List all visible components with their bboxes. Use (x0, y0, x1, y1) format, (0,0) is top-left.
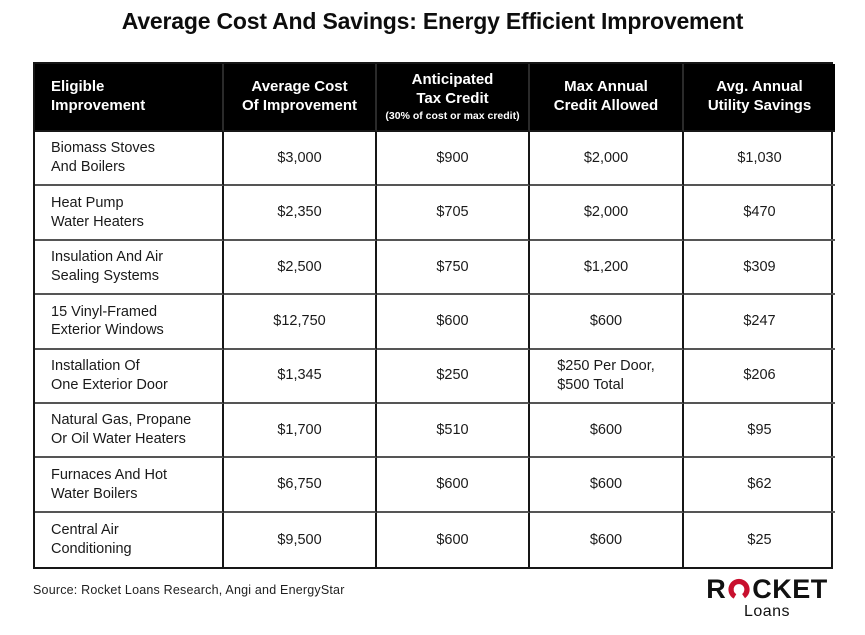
row-name-gas-propane-oil-heaters: Natural Gas, Propane Or Oil Water Heater… (35, 403, 224, 459)
column-header-max-annual-credit: Max Annual Credit Allowed (530, 64, 684, 132)
cell-tax-credit: $900 (377, 132, 530, 187)
logo-text-r: R (706, 574, 727, 604)
cell-max-credit: $2,000 (530, 186, 684, 241)
source-attribution: Source: Rocket Loans Research, Angi and … (33, 583, 345, 597)
column-header-eligible-improvement: Eligible Improvement (35, 64, 224, 132)
cell-cost: $9,500 (224, 512, 377, 568)
cell-utility-savings: $1,030 (684, 132, 835, 187)
cell-cost: $2,500 (224, 240, 377, 296)
column-header-average-cost: Average Cost Of Improvement (224, 64, 377, 132)
energy-improvements-table: Eligible Improvement Average Cost Of Imp… (33, 62, 835, 570)
cell-max-credit: $250 Per Door, $500 Total (530, 349, 684, 404)
cell-cost: $1,345 (224, 349, 377, 404)
cell-cost: $6,750 (224, 458, 377, 513)
row-name-vinyl-framed-windows: 15 Vinyl-Framed Exterior Windows (35, 295, 224, 350)
rocket-red-o-icon (728, 578, 750, 600)
row-name-central-air-conditioning: Central Air Conditioning (35, 512, 224, 568)
page-title: Average Cost And Savings: Energy Efficie… (121, 8, 744, 34)
logo-text-cket: CKET (752, 574, 828, 604)
cell-utility-savings: $95 (684, 404, 835, 459)
cell-utility-savings: $25 (747, 531, 772, 548)
cell-utility-savings: $247 (684, 295, 835, 350)
cell-tax-credit: $750 (377, 240, 530, 296)
cell-utility-savings: $309 (684, 241, 835, 296)
cell-max-credit: $1,200 (530, 240, 684, 296)
cell-tax-credit: $250 (377, 349, 530, 404)
logo-wordmark: R CKET (697, 576, 837, 603)
cell-max-credit: $600 (530, 458, 684, 513)
column-header-label: Anticipated Tax Credit (411, 71, 494, 107)
column-header-note: (30% of cost or max credit) (385, 109, 520, 122)
cell-tax-credit: $510 (377, 403, 530, 459)
column-header-anticipated-tax-credit: Anticipated Tax Credit (30% of cost or m… (377, 64, 530, 132)
cell-max-credit: $600 (530, 512, 684, 568)
cell-tax-credit: $705 (377, 186, 530, 241)
row-name-biomass-stoves: Biomass Stoves And Boilers (35, 132, 224, 187)
rocket-loans-logo: R CKET Loans (697, 576, 837, 621)
cell-cost: $3,000 (224, 132, 377, 187)
cell-tax-credit: $600 (377, 295, 530, 350)
cell-cost: $1,700 (224, 403, 377, 459)
row-name-insulation-air-sealing: Insulation And Air Sealing Systems (35, 240, 224, 296)
row-name-heat-pump-water-heaters: Heat Pump Water Heaters (35, 186, 224, 241)
cell-max-credit: $600 (530, 403, 684, 459)
cell-utility-savings: $470 (684, 186, 835, 241)
row-name-exterior-door: Installation Of One Exterior Door (35, 349, 224, 404)
logo-subtext: Loans (743, 603, 791, 620)
row-name-furnaces-hot-water-boilers: Furnaces And Hot Water Boilers (35, 458, 224, 513)
cell-cost: $2,350 (224, 186, 377, 241)
cell-tax-credit: $600 (377, 512, 530, 568)
cell-tax-credit: $600 (377, 458, 530, 513)
cell-cost: $12,750 (224, 295, 377, 350)
cell-max-credit: $2,000 (530, 132, 684, 187)
cell-max-credit: $600 (530, 295, 684, 350)
cell-utility-savings: $62 (684, 458, 835, 513)
cell-utility-savings: $206 (684, 350, 835, 404)
column-header-avg-utility-savings: Avg. Annual Utility Savings (684, 64, 835, 132)
